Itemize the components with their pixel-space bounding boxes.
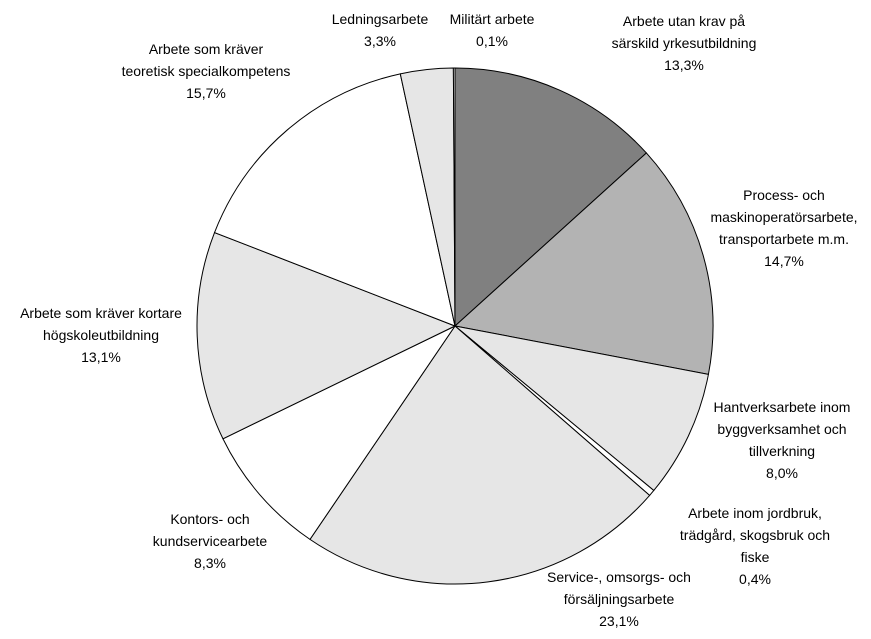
slice-category-label: Arbete inom jordbruk, bbox=[688, 505, 822, 521]
slice-category-label: maskinoperatörsarbete, bbox=[710, 209, 857, 225]
slice-category-label: kundservicearbete bbox=[153, 533, 268, 549]
pie-slice-2 bbox=[454, 325, 710, 492]
slice-label-6: Arbete som kräver kortare högskoleutbildn… bbox=[20, 305, 182, 365]
slice-category-label: Ledningsarbete bbox=[332, 11, 429, 27]
slice-value-label: 13,3% bbox=[664, 57, 704, 73]
slice-label-3: Arbete inom jordbruk, trädgård, skogsbruk… bbox=[680, 505, 830, 587]
slice-category-label: transportarbete m.m. bbox=[719, 231, 849, 247]
slice-value-label: 13,1% bbox=[81, 349, 121, 365]
pie-labels: Arbete utan krav på särskild yrkesutbildn… bbox=[20, 11, 857, 629]
slice-value-label: 8,0% bbox=[766, 465, 798, 481]
slice-label-7: Arbete som kräver teoretisk specialkompet… bbox=[122, 41, 291, 101]
slice-value-label: 14,7% bbox=[764, 253, 804, 269]
slice-label-1: Process- och maskinoperatörsarbete, transp… bbox=[710, 187, 857, 269]
slice-value-label: 3,3% bbox=[364, 33, 396, 49]
pie-slice-6 bbox=[196, 231, 457, 440]
slice-category-label: Arbete utan krav på bbox=[623, 13, 745, 29]
slice-value-label: 23,1% bbox=[599, 613, 639, 629]
slice-category-label: trädgård, skogsbruk och bbox=[680, 527, 830, 543]
slice-category-label: byggverksamhet och bbox=[717, 421, 846, 437]
slice-category-label: Arbete som kräver bbox=[149, 41, 264, 57]
slice-category-label: Kontors- och bbox=[170, 511, 249, 527]
pie-slice-7 bbox=[213, 73, 456, 327]
pie-slice-9 bbox=[452, 67, 456, 327]
slice-category-label: Process- och bbox=[743, 187, 825, 203]
slice-category-label: försäljningsarbete bbox=[564, 591, 675, 607]
slice-category-label: särskild yrkesutbildning bbox=[612, 35, 757, 51]
slice-category-label: tillverkning bbox=[749, 443, 815, 459]
slice-label-5: Kontors- och kundservicearbete 8,3% bbox=[153, 511, 268, 571]
slice-value-label: 0,1% bbox=[476, 33, 508, 49]
pie-slice-5 bbox=[222, 324, 457, 541]
slice-category-label: Arbete som kräver kortare bbox=[20, 305, 182, 321]
slice-label-2: Hantverksarbete inom byggverksamhet och ti… bbox=[714, 399, 851, 481]
slice-value-label: 8,3% bbox=[194, 555, 226, 571]
slice-category-label: fiske bbox=[741, 549, 770, 565]
slice-label-9: Militärt arbete 0,1% bbox=[450, 11, 535, 49]
slice-category-label: Militärt arbete bbox=[450, 11, 535, 27]
slice-value-label: 15,7% bbox=[186, 85, 226, 101]
slice-value-label: 0,4% bbox=[739, 571, 771, 587]
pie-slice-0 bbox=[454, 67, 648, 328]
pie-slice-1 bbox=[453, 152, 714, 375]
slice-category-label: Service-, omsorgs- och bbox=[547, 569, 691, 585]
slice-label-0: Arbete utan krav på särskild yrkesutbildn… bbox=[612, 13, 757, 73]
slice-category-label: Hantverksarbete inom bbox=[714, 399, 851, 415]
pie-slice-4 bbox=[309, 325, 651, 585]
slice-label-4: Service-, omsorgs- och försäljningsarbete… bbox=[547, 569, 691, 629]
slice-category-label: högskoleutbildning bbox=[43, 327, 159, 343]
slice-label-8: Ledningsarbete 3,3% bbox=[332, 11, 429, 49]
slice-category-label: teoretisk specialkompetens bbox=[122, 63, 291, 79]
pie-slices bbox=[196, 67, 714, 585]
